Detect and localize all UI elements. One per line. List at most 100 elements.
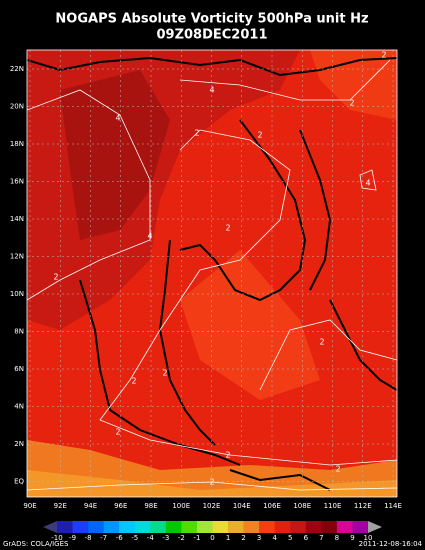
colorbar-label: 2 [241, 534, 245, 542]
map-frame [26, 49, 398, 498]
lat-label: 10N [10, 290, 24, 298]
lon-label: 108E [293, 502, 311, 510]
contour-label: 2 [349, 99, 354, 108]
colorbar-box [72, 521, 89, 533]
lat-label: 4N [14, 403, 24, 411]
lon-label: 94E [84, 502, 97, 510]
colorbar-box [134, 521, 151, 533]
contour-labels: 2 4 4 2 2 2 4 4 2 2 2 2 2 2 2 2 2 [53, 51, 386, 487]
colorbar-box [212, 521, 229, 533]
map-area: 2 4 4 2 2 2 4 4 2 2 2 2 2 2 2 2 2 [27, 50, 397, 497]
lon-label: 102E [203, 502, 221, 510]
lat-label: 2N [14, 440, 24, 448]
contour-label: 2 [53, 273, 58, 282]
contour-label: 2 [225, 224, 230, 233]
colorbar-label: 4 [272, 534, 277, 542]
contour-label: 2 [319, 338, 324, 347]
contour-label: 2 [225, 451, 230, 460]
lon-label: 92E [54, 502, 67, 510]
lat-label: 18N [10, 140, 24, 148]
field-region [180, 250, 320, 400]
contour-label: 2 [131, 377, 136, 386]
lon-label: 114E [384, 502, 402, 510]
contour-label: 4 [115, 114, 120, 123]
colorbar-label: 3 [257, 534, 261, 542]
lat-label: 12N [10, 253, 24, 261]
lon-label: 100E [172, 502, 190, 510]
colorbar-box [321, 521, 338, 533]
lat-label: 16N [10, 178, 24, 186]
footer-right: 2011-12-08-16:04 [359, 540, 423, 548]
lon-label: 110E [324, 502, 342, 510]
contour-label: 2 [115, 428, 120, 437]
contour-label: 4 [147, 232, 152, 241]
colorbar-box [305, 521, 322, 533]
colorbar-label: 8 [335, 534, 339, 542]
lat-label: 6N [14, 365, 24, 373]
colorbar-box [352, 521, 369, 533]
colorbar-box [57, 521, 73, 533]
lon-label: 90E [23, 502, 36, 510]
colorbar-box [336, 521, 353, 533]
colorbar-box [196, 521, 213, 533]
colorbar-label: 7 [319, 534, 323, 542]
colorbar: -10 -9 -8 -7 -6 -5 -4 -3 -2 -1 0 1 2 3 4 5 6 7 8 9 10 [43, 521, 382, 542]
contour-label: 2 [381, 51, 386, 60]
colorbar-box [243, 521, 260, 533]
colorbar-box [290, 521, 307, 533]
field-region [60, 70, 170, 240]
lat-label: 14N [10, 215, 24, 223]
subtitle: 09Z08DEC2011 [156, 28, 267, 43]
contour-label: 2 [194, 129, 199, 138]
contour-label: 2 [209, 478, 214, 487]
colorbar-label: -7 [100, 534, 107, 542]
colorbar-label: 0 [210, 534, 214, 542]
colorbar-box [259, 521, 275, 533]
lat-label: EQ [14, 478, 24, 486]
lat-label: 22N [10, 65, 24, 73]
colorbar-box [103, 521, 120, 533]
lon-label: 104E [233, 502, 251, 510]
colorbar-label: 1 [226, 534, 230, 542]
colorbar-label: -4 [147, 534, 155, 542]
contours [27, 59, 397, 491]
colorbar-label: -5 [131, 534, 138, 542]
lon-label: 106E [263, 502, 281, 510]
contour-label: 4 [209, 86, 214, 95]
colorbar-label: 9 [350, 534, 354, 542]
colorbar-arrow [368, 521, 382, 533]
colorbar-box [150, 521, 167, 533]
colorbar-box [119, 521, 136, 533]
colorbar-box [181, 521, 198, 533]
colorbar-label: -10 [51, 534, 62, 542]
contour-label: 2 [257, 131, 262, 140]
lon-label: 98E [144, 502, 157, 510]
colorbar-box [88, 521, 104, 533]
lat-label: 8N [14, 328, 24, 336]
colorbar-label: -3 [162, 534, 169, 542]
lat-label: 20N [10, 103, 24, 111]
colorbar-label: -9 [69, 534, 76, 542]
axis-labels: 22N 20N 18N 16N 14N 12N 10N 8N 6N 4N 2N EQ 90E 92E 94E… [10, 65, 402, 510]
colorbar-label: 10 [364, 534, 373, 542]
colorbar-label: -1 [193, 534, 200, 542]
colorbar-label: -8 [85, 534, 92, 542]
colorbar-arrow [43, 521, 57, 533]
colorbar-label: 6 [304, 534, 309, 542]
colorbar-box [274, 521, 291, 533]
colorbar-label: -6 [116, 534, 124, 542]
contour-label: 2 [335, 465, 340, 474]
lon-label: 96E [114, 502, 127, 510]
colorbar-box [228, 521, 244, 533]
colorbar-box [165, 521, 182, 533]
footer-left: GrADS: COLA/IGES [3, 540, 69, 548]
title: NOGAPS Absolute Vorticity 500hPa unit Hz [55, 12, 368, 27]
graticule [27, 50, 397, 497]
contour-label: 4 [365, 179, 370, 188]
colorbar-label: -2 [178, 534, 185, 542]
contour-label: 2 [162, 369, 167, 378]
colorbar-label: 5 [288, 534, 292, 542]
lon-label: 112E [354, 502, 372, 510]
